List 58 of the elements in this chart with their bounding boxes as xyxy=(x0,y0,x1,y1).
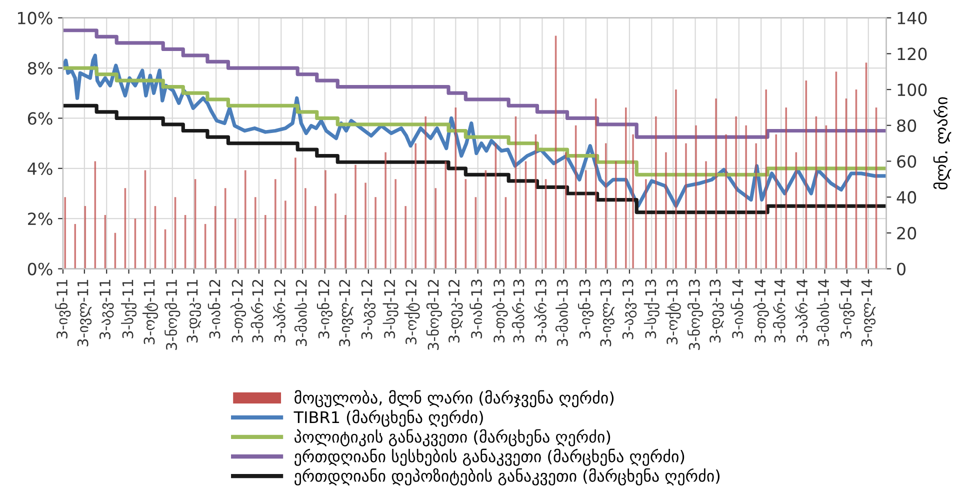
x-tick-label: 3-ოქტ-13 xyxy=(665,280,681,344)
y-tick-label: 0% xyxy=(28,262,52,276)
x-tick-label: 3-თებ-14 xyxy=(753,279,769,342)
x-tick-label: 3-ივნ-13 xyxy=(578,280,594,338)
y-tick-label: 4% xyxy=(28,162,52,175)
x-tick-label: 3-აპრ-12 xyxy=(273,280,286,342)
y2-tick-label: 140 xyxy=(898,12,927,24)
x-tick-label: 3-აგვ-13 xyxy=(622,280,637,340)
x-tick-label: 3-დეკ-11 xyxy=(186,280,201,343)
legend-label: ერთდღიანი სესხების განაკვეთი (მარცხენა ღერძი) xyxy=(294,448,684,466)
x-tick-label: 3-ოქტ-11 xyxy=(142,280,158,344)
x-tick-label: 3-ივლ-11 xyxy=(77,280,92,346)
y-tick-label: 10% xyxy=(18,12,52,24)
x-tick-label: 3-მაის-12 xyxy=(294,280,307,346)
x-tick-label: 3-აპრ-14 xyxy=(795,279,808,342)
x-tick-label: 3-სექ-12 xyxy=(382,280,398,338)
y2-tick-label: 0 xyxy=(897,262,906,276)
x-tick-label: 3-ივლ-13 xyxy=(600,280,614,346)
x-tick-label: 3-თებ-12 xyxy=(230,280,246,342)
legend-label: TIBR1 (მარცხენა ღერძი) xyxy=(294,410,483,427)
x-tick-label: 3-აგვ-11 xyxy=(99,280,114,340)
x-tick-label: 3-აპრ-13 xyxy=(534,280,546,342)
y-tick-label: 2% xyxy=(28,212,52,226)
legend-label: ერთდღიანი დეპოზიტების განაკვეთი (მარცხენა ღერძი) xyxy=(294,468,720,486)
x-tick-label: 3-ივნ-12 xyxy=(316,280,333,338)
y2-tick-label: 40 xyxy=(896,191,916,204)
x-tick-label: 3-იან-12 xyxy=(208,280,220,338)
x-tick-label: 3-ივნ-11 xyxy=(55,280,71,338)
x-tick-label: 3-ნოემ-13 xyxy=(687,280,704,350)
y2-tick-label: 80 xyxy=(897,119,916,132)
x-tick-label: 3-ნოემ-11 xyxy=(164,280,180,350)
x-tick-label: 3-ივლ-14 xyxy=(861,279,876,346)
x-tick-label: 3-მაის-14 xyxy=(816,279,829,346)
x-tick-label: 3-თებ-13 xyxy=(492,280,508,342)
x-tick-label: 3-სექ-11 xyxy=(121,280,137,338)
y2-tick-label: 100 xyxy=(898,83,927,96)
x-tick-label: 3-იან-14 xyxy=(730,279,744,338)
y2-axis-title: მლნ. ლარი xyxy=(933,97,952,190)
x-tick-label: 3-იან-13 xyxy=(470,280,482,338)
x-tick-label: 3-დეკ-13 xyxy=(710,280,724,343)
x-tick-label: 3-მაის-13 xyxy=(555,280,568,346)
y2-tick-label: 120 xyxy=(898,48,927,60)
x-tick-label: 3-სექ-13 xyxy=(644,280,660,338)
x-tick-label: 3-ივლ-12 xyxy=(339,280,354,346)
x-tick-label: 3-მარ-13 xyxy=(512,280,524,342)
x-tick-label: 3-ნოემ-12 xyxy=(426,280,442,350)
y2-tick-label: 20 xyxy=(897,226,916,240)
x-tick-label: 3-აგვ-12 xyxy=(361,280,376,340)
x-tick-label: 3-მარ-12 xyxy=(250,280,264,342)
legend-label: მოცულობა, მლნ ლარი (მარჯვენა ღერძი) xyxy=(294,390,614,408)
x-tick-label: 3-ივნ-14 xyxy=(839,279,855,338)
x-tick-label: 3-მარ-14 xyxy=(772,279,786,342)
x-tick-label: 3-ოქტ-12 xyxy=(404,280,420,344)
y-tick-label: 6% xyxy=(28,112,52,125)
y-tick-label: 8% xyxy=(28,62,52,75)
legend-label: პოლიტიკის განაკვეთი (მარცხენა ღერძი) xyxy=(294,429,610,446)
y2-tick-label: 60 xyxy=(897,155,916,168)
x-tick-label: 3-დეკ-12 xyxy=(448,280,463,343)
